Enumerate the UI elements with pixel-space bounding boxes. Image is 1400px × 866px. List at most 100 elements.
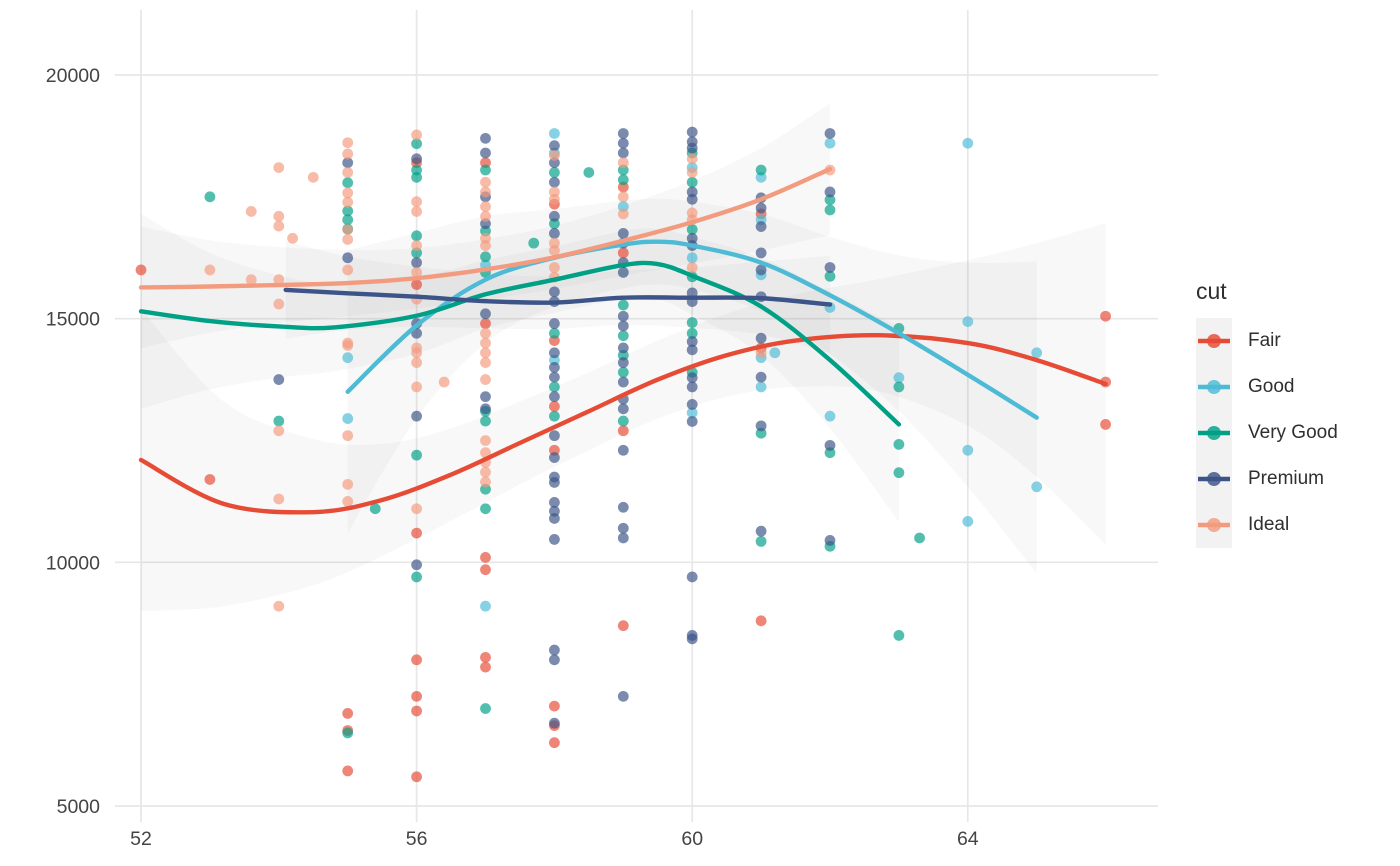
trend-line-fair: [138, 332, 1108, 515]
data-point-ideal: [549, 193, 560, 205]
data-point-fair: [411, 654, 422, 666]
data-point-very-good: [755, 535, 767, 547]
data-point-fair: [342, 765, 354, 777]
data-point-good: [549, 128, 560, 139]
data-point-good: [1031, 481, 1043, 493]
legend-key-icon: [1196, 456, 1232, 502]
data-point-good: [686, 252, 698, 264]
data-point-good: [962, 137, 974, 149]
data-point-ideal: [342, 167, 354, 178]
data-point-premium: [686, 399, 698, 410]
trend-line-very-good: [138, 260, 902, 427]
data-point-ideal: [411, 240, 422, 251]
data-point-premium: [342, 157, 354, 169]
data-point-premium: [549, 318, 560, 329]
data-point-premium: [549, 430, 560, 442]
data-point-ideal: [686, 262, 698, 273]
data-point-fair: [480, 318, 491, 329]
data-point-very-good: [549, 327, 560, 339]
data-point-very-good: [549, 167, 560, 178]
data-point-premium: [617, 137, 629, 149]
data-point-very-good: [893, 630, 905, 641]
data-point-premium: [755, 221, 767, 232]
data-point-very-good: [411, 571, 422, 583]
confidence-band-good: [347, 198, 1037, 574]
data-point-premium: [411, 153, 422, 165]
data-point-premium: [549, 477, 560, 488]
x-axis-tick-64: 64: [957, 828, 979, 850]
data-point-ideal: [245, 274, 257, 286]
data-point-premium: [755, 525, 767, 537]
data-point-very-good: [204, 191, 216, 203]
data-point-fair: [135, 264, 147, 276]
data-point-ideal: [411, 381, 422, 393]
data-point-ideal: [480, 357, 491, 368]
data-point-premium: [480, 403, 491, 415]
data-point-very-good: [617, 174, 629, 186]
data-point-ideal: [617, 191, 629, 203]
data-point-fair: [1100, 419, 1111, 430]
data-point-very-good: [755, 164, 767, 176]
data-point-very-good: [893, 438, 905, 450]
data-point-very-good: [342, 205, 354, 217]
data-point-premium: [617, 227, 629, 239]
data-point-ideal: [480, 201, 491, 212]
data-point-premium: [824, 128, 836, 139]
data-point-fair: [617, 425, 629, 437]
data-point-premium: [686, 571, 698, 583]
data-point-very-good: [480, 503, 491, 515]
data-point-ideal: [755, 347, 767, 359]
data-point-premium: [686, 193, 698, 205]
data-point-premium: [824, 535, 836, 546]
data-point-very-good: [824, 270, 836, 282]
data-point-premium: [411, 257, 422, 269]
legend-title: cut: [1196, 278, 1227, 304]
data-point-premium: [617, 376, 629, 388]
data-point-ideal: [273, 493, 285, 505]
legend-entry-good: Good: [1196, 364, 1338, 410]
data-point-good: [1031, 347, 1043, 359]
data-point-premium: [411, 559, 422, 571]
data-point-premium: [755, 420, 767, 432]
x-axis-tick-60: 60: [681, 828, 703, 850]
data-point-ideal: [480, 327, 491, 339]
data-point-good: [962, 316, 974, 327]
data-point-fair: [617, 247, 629, 259]
data-point-premium: [549, 140, 560, 152]
data-point-ideal: [342, 430, 354, 442]
data-point-premium: [617, 310, 629, 322]
legend-entry-ideal: Ideal: [1196, 502, 1338, 548]
data-point-ideal: [411, 357, 422, 368]
data-point-premium: [755, 247, 767, 259]
trend-line-ideal: [138, 166, 833, 290]
data-point-ideal: [480, 374, 491, 385]
x-axis-tick-52: 52: [130, 828, 152, 850]
data-point-premium: [549, 371, 560, 383]
y-axis-tick-15000: 15000: [46, 309, 100, 331]
data-point-premium: [480, 391, 491, 403]
data-point-very-good: [342, 177, 354, 189]
y-axis-tick-10000: 10000: [46, 552, 100, 574]
data-point-ideal: [307, 171, 319, 183]
data-point-very-good: [893, 381, 905, 393]
data-point-premium: [617, 266, 629, 278]
data-point-ideal: [480, 186, 491, 198]
data-point-fair: [480, 564, 491, 576]
data-point-ideal: [480, 337, 491, 349]
data-point-ideal: [411, 266, 422, 278]
data-point-ideal: [411, 206, 422, 217]
data-point-premium: [549, 176, 560, 188]
data-point-ideal: [480, 347, 491, 359]
data-point-good: [962, 515, 974, 527]
data-point-ideal: [480, 447, 491, 459]
data-point-fair: [204, 474, 216, 485]
data-point-premium: [549, 362, 560, 373]
data-point-ideal: [273, 220, 285, 232]
data-point-very-good: [480, 415, 491, 427]
data-point-ideal: [342, 234, 354, 245]
data-point-premium: [480, 147, 491, 159]
data-point-premium: [480, 308, 491, 320]
legend-label: Very Good: [1248, 422, 1338, 443]
data-point-very-good: [617, 330, 629, 342]
data-point-ideal: [411, 129, 422, 141]
